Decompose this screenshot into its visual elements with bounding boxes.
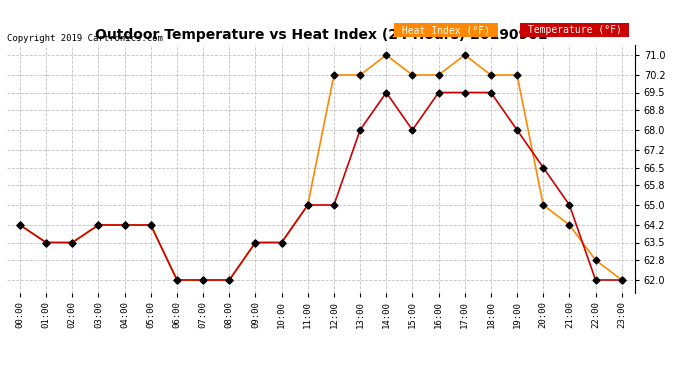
- Heat Index (°F): [42, 240, 50, 245]
- Temperature (°F): [408, 128, 417, 132]
- Heat Index (°F): [304, 203, 312, 207]
- Heat Index (°F): [251, 240, 259, 245]
- Text: Heat Index (°F): Heat Index (°F): [396, 25, 496, 35]
- Temperature (°F): [356, 128, 364, 132]
- Heat Index (°F): [225, 278, 233, 282]
- Temperature (°F): [304, 203, 312, 207]
- Heat Index (°F): [147, 223, 155, 227]
- Heat Index (°F): [565, 223, 573, 227]
- Temperature (°F): [199, 278, 207, 282]
- Heat Index (°F): [172, 278, 181, 282]
- Heat Index (°F): [121, 223, 129, 227]
- Temperature (°F): [251, 240, 259, 245]
- Heat Index (°F): [618, 278, 626, 282]
- Temperature (°F): [68, 240, 77, 245]
- Temperature (°F): [461, 90, 469, 95]
- Temperature (°F): [225, 278, 233, 282]
- Heat Index (°F): [199, 278, 207, 282]
- Text: Copyright 2019 Cartronics.com: Copyright 2019 Cartronics.com: [7, 34, 163, 43]
- Heat Index (°F): [330, 73, 338, 77]
- Heat Index (°F): [461, 53, 469, 57]
- Temperature (°F): [330, 203, 338, 207]
- Temperature (°F): [486, 90, 495, 95]
- Heat Index (°F): [435, 73, 443, 77]
- Heat Index (°F): [277, 240, 286, 245]
- Heat Index (°F): [513, 73, 521, 77]
- Temperature (°F): [277, 240, 286, 245]
- Heat Index (°F): [95, 223, 103, 227]
- Heat Index (°F): [68, 240, 77, 245]
- Temperature (°F): [147, 223, 155, 227]
- Title: Outdoor Temperature vs Heat Index (24 Hours) 20190901: Outdoor Temperature vs Heat Index (24 Ho…: [95, 28, 547, 42]
- Temperature (°F): [591, 278, 600, 282]
- Temperature (°F): [121, 223, 129, 227]
- Temperature (°F): [618, 278, 626, 282]
- Heat Index (°F): [408, 73, 417, 77]
- Temperature (°F): [172, 278, 181, 282]
- Heat Index (°F): [591, 258, 600, 262]
- Heat Index (°F): [539, 203, 547, 207]
- Line: Temperature (°F): Temperature (°F): [17, 90, 624, 282]
- Temperature (°F): [539, 165, 547, 170]
- Temperature (°F): [16, 223, 24, 227]
- Line: Heat Index (°F): Heat Index (°F): [17, 53, 624, 282]
- Temperature (°F): [513, 128, 521, 132]
- Text: Temperature (°F): Temperature (°F): [522, 25, 627, 35]
- Heat Index (°F): [486, 73, 495, 77]
- Temperature (°F): [565, 203, 573, 207]
- Temperature (°F): [95, 223, 103, 227]
- Temperature (°F): [42, 240, 50, 245]
- Heat Index (°F): [16, 223, 24, 227]
- Heat Index (°F): [356, 73, 364, 77]
- Temperature (°F): [435, 90, 443, 95]
- Temperature (°F): [382, 90, 391, 95]
- Heat Index (°F): [382, 53, 391, 57]
